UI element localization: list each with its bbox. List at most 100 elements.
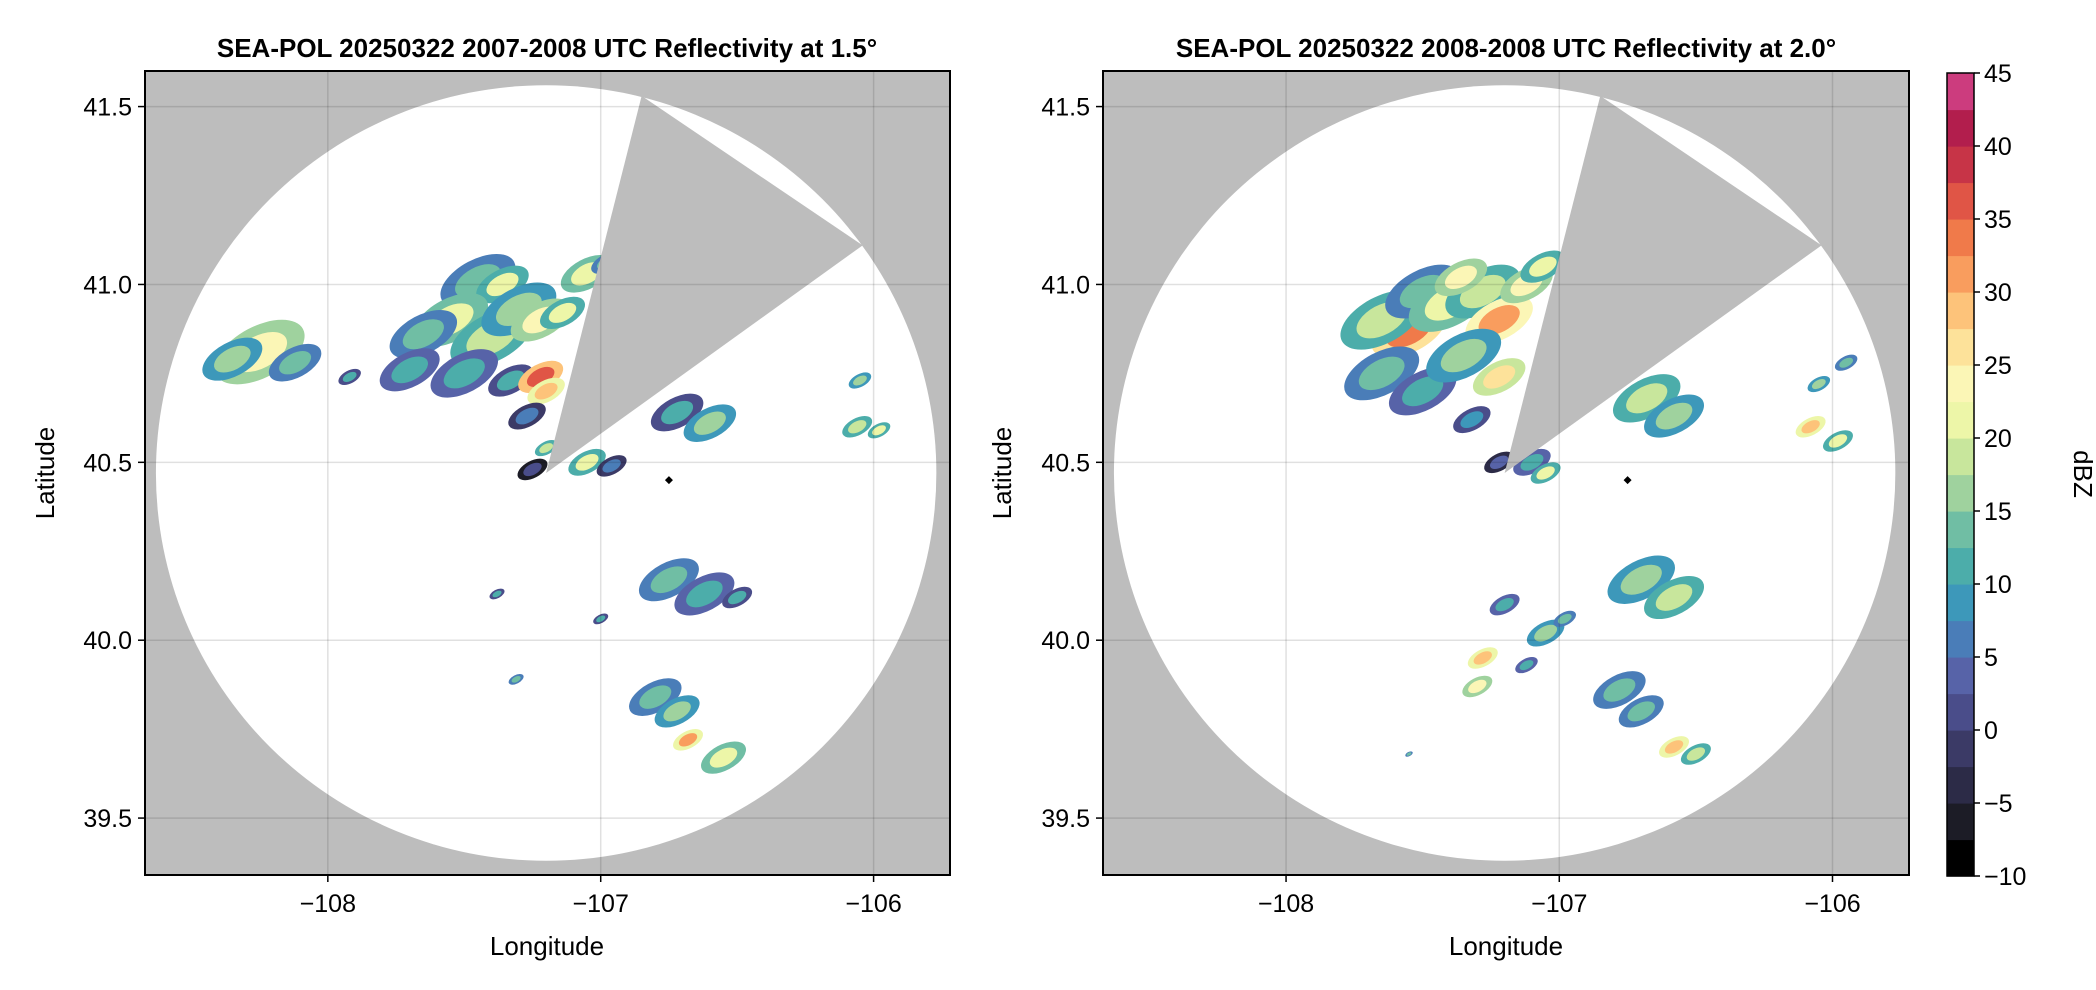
panel-1-ylabel: Latitude bbox=[30, 427, 60, 520]
x-tick-label: −108 bbox=[300, 890, 356, 918]
echo-cell bbox=[548, 302, 577, 323]
echo-cell bbox=[663, 701, 691, 722]
colorbar-swatch bbox=[1947, 182, 1974, 220]
echo-cell bbox=[1655, 402, 1693, 430]
colorbar-swatch bbox=[1947, 401, 1974, 439]
echo-cell bbox=[443, 358, 485, 389]
echo-cell bbox=[1478, 304, 1520, 336]
colorbar-swatch bbox=[1947, 803, 1974, 841]
echo-cell bbox=[1444, 265, 1477, 290]
echo-cell bbox=[853, 375, 867, 386]
colorbar-tick-label: 0 bbox=[1984, 717, 1998, 745]
echo-cell bbox=[1801, 420, 1820, 434]
colorbar-tick-label: 30 bbox=[1984, 279, 2012, 307]
echo-cell bbox=[1603, 678, 1636, 702]
panel-1-gridlines bbox=[145, 71, 950, 875]
echo-cell bbox=[279, 351, 312, 375]
echo-cell bbox=[686, 580, 723, 608]
echo-cell bbox=[602, 459, 621, 473]
echo-cell bbox=[1655, 584, 1693, 611]
colorbar-swatch bbox=[1947, 620, 1974, 658]
echo-cell bbox=[1402, 376, 1444, 407]
colorbar-tick-label: 5 bbox=[1984, 644, 1998, 672]
colorbar-swatch bbox=[1947, 474, 1974, 512]
colorbar-swatch bbox=[1947, 73, 1974, 111]
colorbar-tick-label: 40 bbox=[1984, 133, 2012, 161]
echo-cell bbox=[1627, 701, 1655, 722]
echo-cell bbox=[534, 382, 558, 400]
echo-cell bbox=[639, 685, 672, 709]
colorbar-swatch bbox=[1947, 292, 1974, 330]
echo-cell bbox=[727, 590, 747, 605]
echo-cell bbox=[1406, 752, 1412, 756]
panel-1-echoes bbox=[202, 252, 891, 774]
y-tick-label: 41.0 bbox=[83, 271, 132, 299]
panel-1: SEA-POL 20250322 2007-2008 UTC Reflectiv… bbox=[30, 33, 951, 961]
y-tick-label: 40.5 bbox=[83, 449, 132, 477]
panel-2-yticks: 39.5 40.0 40.5 41.0 41.5 bbox=[1041, 94, 1103, 833]
panel-2: SEA-POL 20250322 2008-2008 UTC Reflectiv… bbox=[987, 33, 1910, 961]
x-tick-label: −106 bbox=[845, 890, 901, 918]
echo-cell bbox=[1839, 357, 1854, 368]
echo-cell bbox=[1490, 455, 1509, 470]
y-tick-label: 41.5 bbox=[83, 94, 132, 122]
y-tick-label: 40.0 bbox=[83, 627, 132, 655]
echo-cell bbox=[1440, 338, 1487, 373]
colorbar-tick-label: −5 bbox=[1984, 790, 2013, 818]
echo-cell bbox=[693, 411, 726, 435]
echo-cell bbox=[872, 425, 886, 436]
echo-cell bbox=[402, 319, 444, 350]
echo-cell bbox=[709, 747, 738, 768]
y-tick-label: 39.5 bbox=[83, 805, 132, 833]
echo-cell bbox=[1811, 379, 1826, 390]
panel-1-plot bbox=[145, 71, 950, 875]
colorbar-swatch bbox=[1947, 438, 1974, 476]
echo-cell bbox=[496, 370, 525, 391]
colorbar-frame bbox=[1946, 72, 1975, 877]
colorbar: −10 −5 0 5 10 15 20 25 30 35 40 45 dBZ bbox=[1946, 60, 2096, 891]
colorbar-tick-label: 45 bbox=[1984, 60, 2012, 88]
echo-cell bbox=[214, 345, 251, 373]
colorbar-swatch bbox=[1947, 146, 1974, 184]
colorbar-swatch bbox=[1947, 255, 1974, 293]
panel-2-ylabel: Latitude bbox=[987, 427, 1017, 520]
echo-cell bbox=[492, 590, 502, 598]
echo-cell bbox=[1686, 747, 1706, 761]
echo-cell bbox=[539, 443, 554, 454]
panel-1-site-marker bbox=[664, 476, 673, 485]
panel-2-gridlines bbox=[1103, 71, 1909, 875]
colorbar-tick-label: 20 bbox=[1984, 425, 2012, 453]
echo-cell bbox=[1520, 453, 1544, 471]
echo-cell bbox=[1483, 365, 1516, 389]
colorbar-swatch bbox=[1947, 511, 1974, 549]
panel-1-yticks: 39.5 40.0 40.5 41.0 41.5 bbox=[83, 94, 145, 833]
panel-1-axes-frame bbox=[144, 70, 951, 876]
colorbar-swatch bbox=[1947, 547, 1974, 585]
echo-cell bbox=[1519, 660, 1534, 671]
colorbar-swatch bbox=[1947, 109, 1974, 147]
panel-1-xlabel: Longitude bbox=[490, 931, 604, 961]
echo-cell bbox=[523, 462, 542, 477]
echo-cell bbox=[1536, 466, 1555, 480]
echo-cell bbox=[515, 407, 539, 425]
colorbar-tick-label: 10 bbox=[1984, 571, 2012, 599]
echo-cell bbox=[511, 675, 521, 683]
x-tick-label: −108 bbox=[1258, 890, 1314, 918]
y-tick-label: 40.0 bbox=[1041, 627, 1090, 655]
echo-cell bbox=[1468, 679, 1487, 694]
echo-cell bbox=[575, 453, 599, 471]
y-tick-label: 41.5 bbox=[1041, 94, 1090, 122]
colorbar-tick-label: −10 bbox=[1984, 863, 2026, 891]
x-tick-label: −106 bbox=[1804, 890, 1860, 918]
panel-2-xlabel: Longitude bbox=[1449, 931, 1563, 961]
echo-cell bbox=[342, 371, 357, 382]
x-tick-label: −107 bbox=[573, 890, 629, 918]
echo-cell bbox=[1358, 356, 1405, 391]
echo-cell bbox=[1495, 597, 1514, 612]
echo-cell bbox=[391, 356, 429, 384]
colorbar-tick-label: 35 bbox=[1984, 206, 2012, 234]
panel-2-axes-frame bbox=[1102, 70, 1910, 876]
panel-1-title: SEA-POL 20250322 2007-2008 UTC Reflectiv… bbox=[217, 33, 877, 63]
panel-2-plot bbox=[1103, 71, 1909, 875]
